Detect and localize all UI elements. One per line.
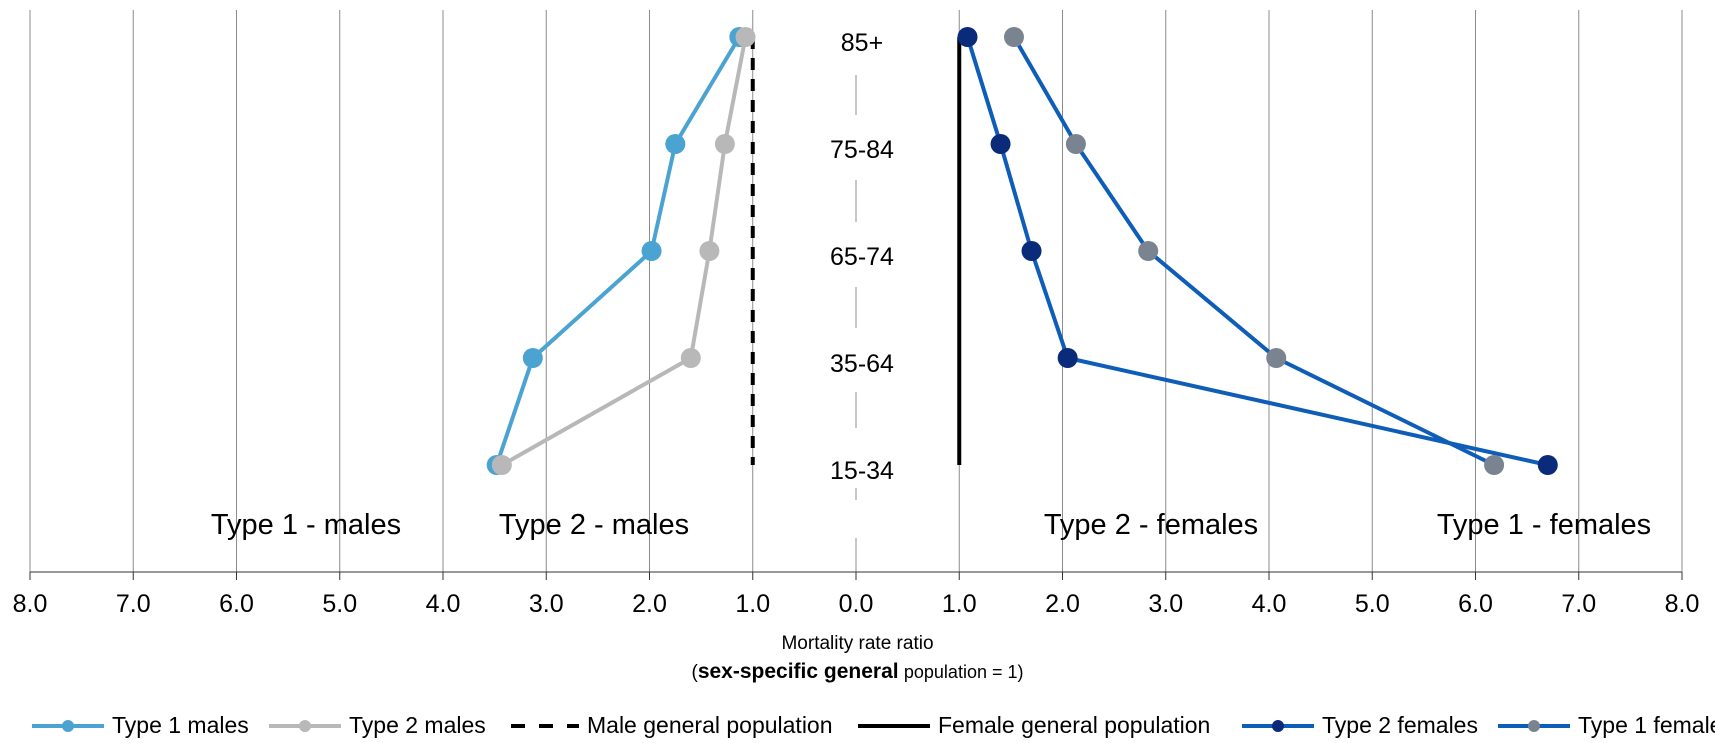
legend-item-type1-males: Type 1 males bbox=[30, 712, 249, 739]
x-tick-label: 4.0 bbox=[426, 590, 461, 618]
x-tick-label: 8.0 bbox=[13, 590, 48, 618]
legend-swatch-female-general bbox=[858, 723, 930, 728]
legend: Type 1 males Type 2 males Male general p… bbox=[0, 712, 1715, 742]
panel-label-type1-females: Type 1 - females bbox=[1437, 509, 1651, 541]
legend-swatch-type2-females bbox=[1242, 719, 1314, 732]
legend-swatch-type2-males bbox=[269, 719, 341, 732]
data-point bbox=[1003, 27, 1024, 47]
legend-label: Male general population bbox=[587, 712, 833, 738]
x-axis-title-open-paren: ( bbox=[691, 662, 698, 683]
legend-item-male-general: Male general population bbox=[505, 712, 833, 739]
legend-label: Type 2 females bbox=[1322, 712, 1478, 738]
x-tick-label: 0.0 bbox=[839, 590, 874, 618]
series-layer bbox=[486, 27, 1558, 475]
x-tick-label: 1.0 bbox=[735, 590, 770, 618]
data-point bbox=[957, 27, 978, 47]
age-group-label: 75-84 bbox=[830, 136, 894, 164]
x-tick-labels: 8.0 7.0 6.0 5.0 4.0 3.0 2.0 1.0 0.0 1.0 2.0 3.0 4.0 5… bbox=[13, 590, 1700, 618]
age-group-label: 35-64 bbox=[830, 350, 894, 378]
data-point bbox=[1266, 348, 1287, 368]
legend-label: Type 2 males bbox=[349, 712, 486, 738]
legend-label: Female general population bbox=[938, 712, 1211, 738]
data-point bbox=[665, 134, 686, 154]
data-point bbox=[680, 348, 701, 368]
x-tick-label: 5.0 bbox=[1355, 590, 1390, 618]
x-tick-label: 8.0 bbox=[1665, 590, 1700, 618]
data-point bbox=[522, 348, 543, 368]
x-tick-label: 3.0 bbox=[1148, 590, 1183, 618]
x-tick-label: 7.0 bbox=[1561, 590, 1596, 618]
data-point bbox=[714, 134, 735, 154]
x-axis-title-line1: Mortality rate ratio bbox=[781, 633, 934, 654]
panel-label-type2-females: Type 2 - females bbox=[1044, 509, 1258, 541]
age-group-label: 85+ bbox=[841, 29, 883, 57]
x-tick-label: 7.0 bbox=[116, 590, 151, 618]
data-point bbox=[699, 241, 720, 261]
age-group-label: 15-34 bbox=[830, 457, 894, 485]
x-axis-title-bold: sex-specific general bbox=[697, 660, 899, 683]
age-group-label: 65-74 bbox=[830, 243, 894, 271]
data-point bbox=[1065, 134, 1086, 154]
x-tick-label: 6.0 bbox=[1458, 590, 1493, 618]
x-tick-label: 6.0 bbox=[219, 590, 254, 618]
data-point bbox=[990, 134, 1011, 154]
x-tick-label: 3.0 bbox=[529, 590, 564, 618]
age-group-labels: 85+ 75-84 65-74 35-64 15-34 bbox=[830, 29, 894, 485]
data-point bbox=[735, 27, 756, 47]
x-axis-title-rest: population = 1) bbox=[903, 662, 1024, 682]
panel-label-type1-males: Type 1 - males bbox=[211, 509, 401, 541]
legend-swatch-type1-males bbox=[32, 719, 104, 732]
data-point bbox=[491, 455, 512, 475]
data-point bbox=[1484, 455, 1505, 475]
x-tick-label: 2.0 bbox=[632, 590, 667, 618]
x-axis-title-line2: (sex-specific general population = 1) bbox=[0, 660, 1715, 684]
legend-item-female-general: Female general population bbox=[856, 712, 1210, 739]
x-tick-label: 4.0 bbox=[1252, 590, 1287, 618]
legend-swatch-male-general bbox=[511, 723, 579, 728]
legend-item-type2-females: Type 2 females bbox=[1240, 712, 1478, 739]
x-tick-label: 5.0 bbox=[322, 590, 357, 618]
legend-swatch-type1-females bbox=[1498, 719, 1570, 732]
data-point bbox=[1138, 241, 1159, 261]
data-point bbox=[1057, 348, 1078, 368]
legend-item-type1-females: Type 1 females bbox=[1496, 712, 1715, 739]
legend-label: Type 1 females bbox=[1578, 712, 1715, 738]
data-point bbox=[1537, 455, 1558, 475]
x-tick-label: 1.0 bbox=[942, 590, 977, 618]
data-point bbox=[1021, 241, 1042, 261]
legend-item-type2-males: Type 2 males bbox=[267, 712, 486, 739]
x-tick-label: 2.0 bbox=[1045, 590, 1080, 618]
legend-label: Type 1 males bbox=[112, 712, 249, 738]
panel-label-type2-males: Type 2 - males bbox=[499, 509, 689, 541]
data-point bbox=[641, 241, 662, 261]
series-line bbox=[965, 36, 1549, 467]
